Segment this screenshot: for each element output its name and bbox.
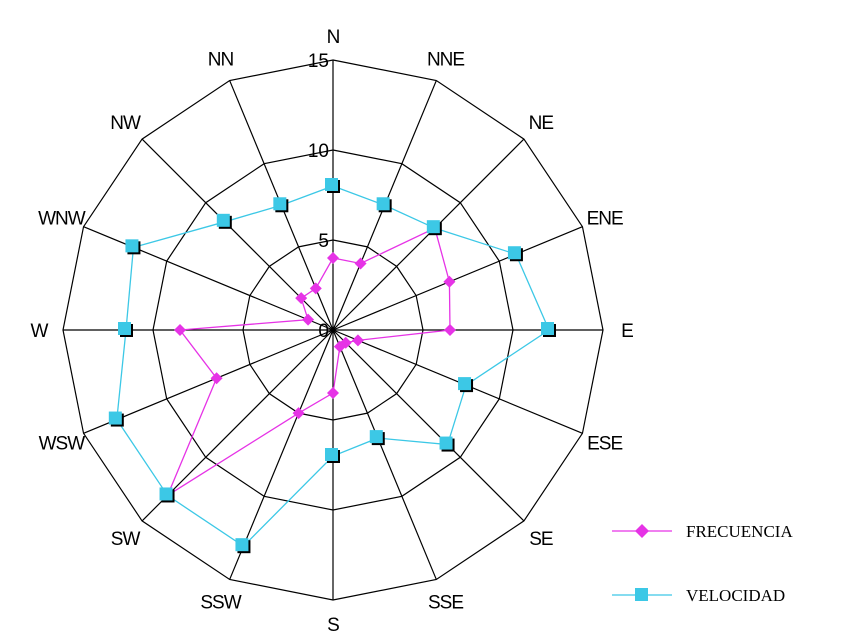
point-frecuencia-ssw [292, 407, 305, 420]
point-frecuencia-wnw [302, 313, 315, 326]
direction-label-s: S [327, 615, 339, 632]
point-velocidad-w [118, 322, 131, 335]
point-velocidad-sw [159, 487, 173, 501]
legend-label-velocidad: VELOCIDAD [686, 586, 785, 605]
direction-label-nne: NNE [427, 49, 464, 70]
direction-label-ese: ESE [587, 434, 622, 455]
legend: FRECUENCIA VELOCIDAD [612, 522, 793, 605]
point-frecuencia-ene [443, 275, 456, 288]
point-frecuencia-nw [295, 292, 308, 305]
point-velocidad-e [541, 322, 554, 335]
point-frecuencia-n [327, 252, 339, 264]
point-frecuencia-sse [333, 340, 346, 353]
series-line-frecuencia [166, 227, 451, 498]
direction-label-ne: NE [529, 113, 554, 134]
point-frecuencia-w [174, 324, 186, 336]
legend-item-velocidad: VELOCIDAD [612, 586, 785, 605]
series-velocidad [108, 178, 556, 554]
point-velocidad-ne [426, 220, 440, 234]
point-frecuencia-nne [354, 257, 367, 270]
spoke-wsw [83, 329, 334, 434]
spoke-ne [332, 138, 525, 331]
point-frecuencia-ese [351, 334, 364, 347]
point-velocidad-ssw [235, 538, 249, 552]
tick-label-5: 5 [318, 231, 329, 252]
direction-label-e: E [621, 321, 633, 342]
point-frecuencia-nn [309, 282, 322, 295]
tick-label-15: 15 [308, 51, 329, 72]
point-velocidad-se [439, 436, 453, 450]
point-velocidad-nw [216, 213, 230, 227]
point-frecuencia-s [327, 387, 339, 399]
radar-grid [62, 59, 604, 601]
point-velocidad-wsw [108, 411, 122, 425]
direction-label-sw: SW [111, 529, 141, 550]
direction-label-w: W [31, 321, 49, 342]
data-series [108, 178, 556, 554]
legend-item-frecuencia: FRECUENCIA [612, 522, 793, 541]
direction-label-n: N [327, 27, 340, 48]
spoke-sse [332, 329, 437, 580]
point-velocidad-s [325, 448, 338, 461]
point-frecuencia-e [444, 324, 456, 336]
direction-label-ssw: SSW [200, 593, 241, 614]
spoke-nw [141, 138, 334, 331]
direction-label-wnw: WNW [38, 208, 86, 229]
direction-label-nw: NW [110, 113, 141, 134]
direction-label-se: SE [529, 529, 553, 550]
legend-marker-velocidad [635, 588, 648, 601]
point-frecuencia-wsw [210, 372, 223, 385]
point-velocidad-nn [273, 197, 287, 211]
series-frecuencia [161, 222, 456, 502]
direction-label-ene: ENE [587, 208, 623, 229]
tick-label-10: 10 [308, 141, 329, 162]
spoke-wnw [83, 226, 334, 331]
radial-tick-labels: 0 5 10 15 [308, 51, 329, 342]
point-velocidad-wnw [125, 239, 139, 253]
point-velocidad-ene [507, 246, 521, 260]
point-velocidad-ese [458, 377, 472, 391]
spoke-ene [332, 226, 583, 331]
legend-marker-frecuencia [635, 524, 649, 538]
spoke-sw [141, 329, 334, 522]
spoke-ssw [229, 329, 334, 580]
direction-label-nn: NN [208, 49, 234, 70]
direction-label-sse: SSE [428, 593, 463, 614]
point-velocidad-sse [369, 430, 383, 444]
direction-labels: N NNE NE ENE E ESE SE SSE S SSW SW WSW W WNW NW NN [31, 27, 635, 632]
legend-label-frecuencia: FRECUENCIA [686, 522, 793, 541]
spoke-se [332, 329, 525, 522]
tick-label-0: 0 [318, 321, 329, 342]
point-velocidad-n [325, 178, 338, 191]
point-velocidad-nne [376, 197, 390, 211]
spoke-ese [332, 329, 583, 434]
direction-label-wsw: WSW [39, 434, 86, 455]
